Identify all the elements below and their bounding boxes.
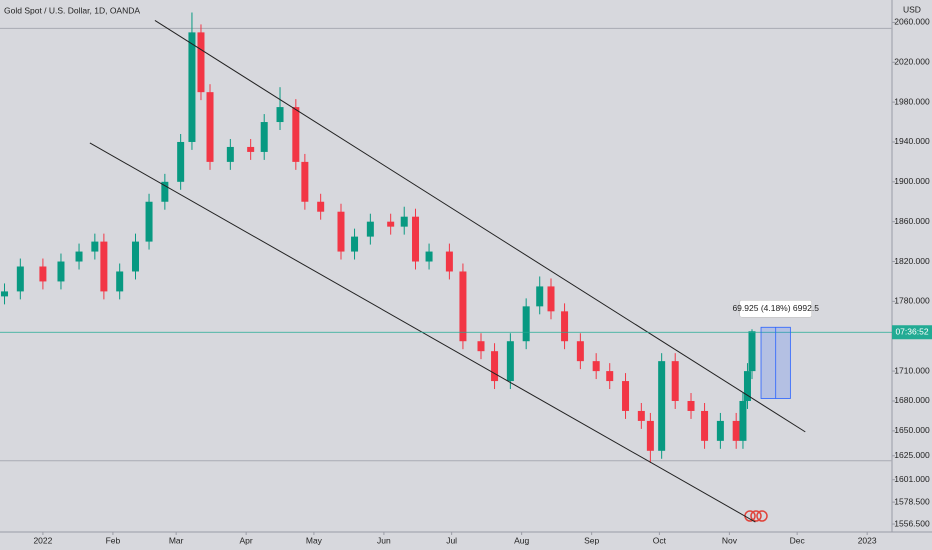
- y-tick-label: 1650.000: [894, 425, 930, 435]
- x-tick-label: Feb: [106, 535, 121, 545]
- x-tick-label: Dec: [790, 535, 806, 545]
- candle-body: [276, 107, 284, 123]
- candle-body: [637, 410, 645, 421]
- candle-body: [197, 32, 205, 93]
- candle-body: [622, 381, 630, 411]
- candle-body: [260, 122, 268, 152]
- candle-body: [400, 216, 408, 227]
- candle-body: [91, 241, 99, 252]
- currency: USD: [903, 4, 921, 14]
- candle-body: [100, 241, 108, 292]
- candle-body: [701, 410, 709, 441]
- x-tick-label: May: [306, 535, 323, 545]
- y-tick-label: 1860.000: [894, 216, 930, 226]
- candle-body: [1, 291, 9, 297]
- candle-body: [177, 141, 185, 182]
- candle-body: [247, 146, 255, 152]
- channel-line: [154, 20, 806, 433]
- event-icon: [756, 510, 768, 522]
- candle-body: [145, 201, 153, 242]
- y-tick-label: 1556.500: [894, 518, 930, 528]
- candle-body: [522, 306, 530, 342]
- x-tick-label: Apr: [240, 535, 253, 545]
- candle-body: [459, 271, 467, 342]
- y-tick-label: 2060.000: [894, 17, 930, 27]
- y-tick-label: 1680.000: [894, 395, 930, 405]
- candle-body: [412, 216, 420, 262]
- candle-body: [739, 400, 747, 441]
- y-tick-label: 2020.000: [894, 57, 930, 67]
- candle-body: [536, 286, 544, 307]
- chart-title: Gold Spot / U.S. Dollar, 1D, OANDA: [4, 5, 140, 15]
- candle-body: [687, 400, 695, 411]
- candle-body: [116, 271, 124, 292]
- candle-body: [743, 371, 751, 401]
- x-tick-label: Oct: [653, 535, 667, 545]
- candle-body: [366, 221, 374, 237]
- x-tick-label: 2023: [858, 535, 877, 545]
- price-tag: [892, 325, 932, 340]
- candle-body: [732, 420, 740, 441]
- x-tick-label: Mar: [169, 535, 184, 545]
- x-tick-label: Aug: [514, 535, 529, 545]
- event-icon: [750, 510, 762, 522]
- candle-body: [592, 361, 600, 372]
- measure-label-bg: [739, 300, 812, 318]
- y-tick-label: 1625.000: [894, 450, 930, 460]
- candle-body: [131, 241, 139, 272]
- candle-body: [425, 251, 433, 262]
- candle-body: [57, 261, 65, 282]
- candle-body: [547, 286, 555, 312]
- candle-body: [351, 236, 359, 252]
- candle-body: [748, 331, 756, 372]
- candle-body: [477, 341, 485, 352]
- y-tick-label: 1940.000: [894, 136, 930, 146]
- candle-body: [576, 341, 584, 362]
- candle-body: [658, 361, 666, 451]
- candle-body: [506, 341, 514, 382]
- y-tick-label: 1820.000: [894, 256, 930, 266]
- candle-body: [491, 351, 499, 382]
- candle-body: [301, 161, 309, 202]
- candle-body: [561, 311, 569, 342]
- candle-body: [671, 361, 679, 401]
- x-tick-label: Nov: [722, 535, 738, 545]
- candle-body: [716, 420, 724, 441]
- price-tag-label: 07:36:52: [895, 327, 928, 337]
- x-tick-label: Jul: [446, 535, 457, 545]
- y-tick-label: 1980.000: [894, 96, 930, 106]
- candle-body: [161, 181, 169, 202]
- x-tick-label: Sep: [584, 535, 599, 545]
- event-icons: [744, 510, 768, 522]
- candle-body: [39, 266, 47, 282]
- candle-body: [606, 371, 614, 382]
- candle-body: [292, 107, 300, 162]
- candle-body: [16, 266, 24, 292]
- candle-body: [206, 92, 214, 162]
- measure-label: 69.925 (4.18%) 6992.5: [732, 303, 819, 313]
- x-tick-label: 2022: [33, 535, 52, 545]
- price-axis-bg: [892, 0, 932, 550]
- y-tick-label: 1780.000: [894, 296, 930, 306]
- candle-body: [646, 420, 654, 451]
- candle-body: [337, 211, 345, 252]
- y-tick-label: 1710.000: [894, 365, 930, 375]
- y-tick-label: 1900.000: [894, 176, 930, 186]
- y-tick-label: 1578.500: [894, 496, 930, 506]
- candle-body: [188, 32, 196, 142]
- candle-body: [75, 251, 83, 262]
- candle-body: [445, 251, 453, 272]
- candle-body: [387, 221, 395, 227]
- candle-body: [226, 146, 234, 162]
- x-tick-label: Jun: [377, 535, 391, 545]
- y-tick-label: 1601.000: [894, 474, 930, 484]
- candle-body: [317, 201, 325, 212]
